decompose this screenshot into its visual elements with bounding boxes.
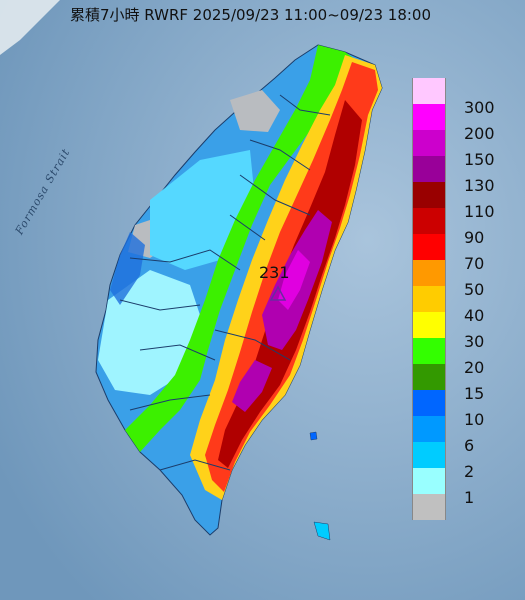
legend-label: 1 (464, 488, 475, 507)
legend-label: 70 (464, 254, 485, 273)
legend-label: 90 (464, 228, 485, 247)
legend-label: 6 (464, 436, 475, 455)
legend-swatch (412, 416, 446, 442)
legend-swatch (412, 390, 446, 416)
legend-label: 300 (464, 98, 495, 117)
legend-swatch (412, 156, 446, 182)
legend-swatch (412, 286, 446, 312)
county-borders (119, 94, 331, 471)
legend-label: 50 (464, 280, 485, 299)
legend-label: 10 (464, 410, 485, 429)
legend-swatch (412, 208, 446, 234)
legend-label: 30 (464, 332, 485, 351)
mainland-coast (0, 0, 60, 55)
green-island (309, 431, 318, 441)
triangle-icon (269, 285, 287, 301)
rain-zone-150-south (232, 360, 272, 412)
rain-zone-200 (278, 250, 310, 310)
legend-label: 150 (464, 150, 495, 169)
legend-swatch (412, 338, 446, 364)
legend-swatch (412, 104, 446, 130)
legend-swatch (412, 364, 446, 390)
legend-swatch (412, 130, 446, 156)
map-title: 累積7小時 RWRF 2025/09/23 11:00~09/23 18:00 (70, 6, 432, 24)
legend-swatch (412, 468, 446, 494)
legend-label: 20 (464, 358, 485, 377)
legend-label: 130 (464, 176, 495, 195)
legend-swatch (412, 312, 446, 338)
legend-swatch (412, 78, 446, 104)
orchid-island (313, 521, 331, 541)
legend-swatch (412, 182, 446, 208)
rain-zone-20 (125, 45, 370, 452)
rain-zone-10 (110, 232, 145, 305)
legend-swatch (412, 260, 446, 286)
legend-label: 40 (464, 306, 485, 325)
legend-swatch (412, 494, 446, 520)
legend-swatch (412, 234, 446, 260)
rain-zone-nodata-north (230, 90, 280, 132)
legend-label: 200 (464, 124, 495, 143)
legend-swatch (412, 442, 446, 468)
legend-label: 110 (464, 202, 495, 221)
legend-label: 2 (464, 462, 475, 481)
max-value-label: 231 (259, 263, 290, 282)
legend-label: 15 (464, 384, 485, 403)
